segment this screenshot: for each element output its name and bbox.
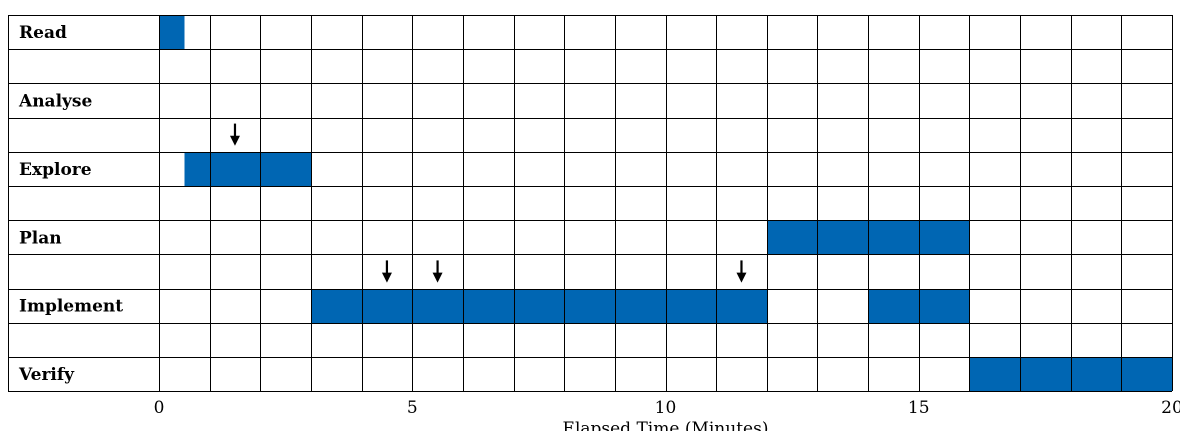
down-arrow-icon: [382, 260, 392, 282]
x-tick-label: 15: [908, 398, 930, 418]
bar-implement: [868, 289, 969, 323]
x-tick-label: 0: [154, 398, 165, 418]
row-label-read: Read: [19, 23, 67, 43]
row-labels: Read Analyse Explore Plan Implement Verify: [18, 23, 123, 385]
bar-read: [159, 16, 184, 50]
down-arrow-icon: [433, 260, 443, 282]
event-markers: [230, 124, 747, 283]
x-tick-label: 20: [1161, 398, 1180, 418]
bar-implement: [311, 289, 767, 323]
row-label-plan: Plan: [19, 228, 62, 248]
down-arrow-icon: [230, 124, 240, 146]
row-label-verify: Verify: [18, 365, 75, 385]
bar-explore: [184, 152, 311, 186]
grid-outline: [8, 15, 1173, 392]
bar-verify: [969, 358, 1172, 392]
grid: [8, 15, 1173, 392]
row-label-analyse: Analyse: [18, 92, 92, 112]
x-tick-labels: 0 5 10 15 20: [154, 398, 1180, 418]
row-label-explore: Explore: [19, 160, 92, 180]
x-tick-label: 5: [407, 398, 418, 418]
x-tick-label: 10: [655, 398, 677, 418]
down-arrow-icon: [736, 260, 746, 282]
row-label-implement: Implement: [19, 297, 123, 317]
x-axis-title: Elapsed Time (Minutes): [563, 419, 769, 431]
